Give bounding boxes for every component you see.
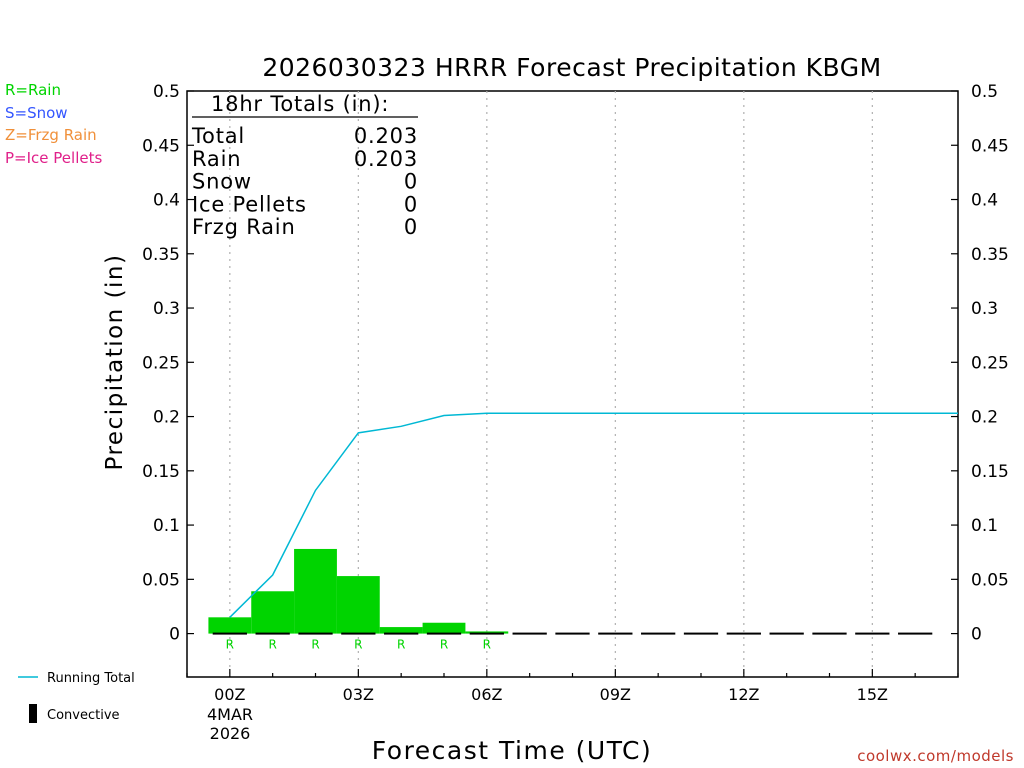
y-tick-label-left: 0.45 <box>142 136 180 156</box>
y-tick-label-right: 0.45 <box>971 136 1009 156</box>
y-tick-label-right: 0.2 <box>971 408 998 428</box>
convective-bar <box>726 632 761 635</box>
ptype-marker: R <box>268 638 276 652</box>
y-tick-label-left: 0.15 <box>142 462 180 482</box>
y-axis-right: 0 0.05 0.1 0.15 0.2 0.25 0.3 0.35 0.4 0.45 0.5 <box>951 82 1009 645</box>
x-axis-label: Forecast Time (UTC) <box>372 736 652 765</box>
precip-bar <box>208 617 252 634</box>
y-tick-label-left: 0.35 <box>142 245 180 265</box>
legend-convective: Convective <box>47 708 120 723</box>
x-tick-label: 00Z <box>214 685 245 704</box>
running-total <box>229 412 958 618</box>
legend-ice-pellets: P=Ice Pellets <box>5 149 102 167</box>
credit-text: coolwx.com/models <box>857 747 1014 765</box>
convective-bar <box>683 632 719 635</box>
y-tick-label-right: 0 <box>971 625 982 645</box>
convective-bar <box>641 632 676 635</box>
totals-heading: 18hr Totals (in): <box>211 92 389 116</box>
convective-bar <box>512 632 547 635</box>
legend-snow: S=Snow <box>5 104 68 122</box>
convective-bar <box>898 632 933 635</box>
convective-bar <box>555 632 590 635</box>
totals-box: 18hr Totals (in): Total 0.203 Rain 0.203 Sno… <box>191 92 418 239</box>
ptype-marker: R <box>397 638 405 652</box>
totals-rows: Total 0.203 Rain 0.203 Snow 0 Ice Pellets 0 Frzg… <box>191 124 418 239</box>
totals-row-label: Ice Pellets <box>192 192 307 216</box>
totals-row-label: Total <box>191 124 245 148</box>
x-axis: 00Z 03Z 06Z 09Z 12Z 15Z <box>186 669 959 704</box>
convective-bar <box>255 632 290 635</box>
x-tick-label: 09Z <box>600 685 631 704</box>
y-tick-label-left: 0.5 <box>153 82 180 102</box>
y-tick-label-left: 0.25 <box>142 353 180 373</box>
ptype-marker: R <box>440 638 448 652</box>
y-axis-left: 0 0.05 0.1 0.15 0.2 0.25 0.3 0.35 0.4 0.45 0.5 <box>142 82 194 645</box>
precip-bars <box>208 548 509 634</box>
precip-bar <box>251 591 295 634</box>
y-tick-label-right: 0.15 <box>971 462 1009 482</box>
y-tick-label-right: 0.25 <box>971 353 1009 373</box>
precip-bar <box>294 548 337 634</box>
totals-row-value: 0 <box>404 215 418 239</box>
precip-bar <box>465 631 509 634</box>
y-tick-label-right: 0.1 <box>971 516 998 536</box>
convective-bar <box>341 632 376 635</box>
convective-bar <box>212 632 247 635</box>
convective-bar <box>384 632 419 635</box>
totals-row-label: Snow <box>192 170 252 194</box>
convective-bar <box>769 632 804 635</box>
totals-row-label: Rain <box>192 147 241 171</box>
chart-title: 2026030323 HRRR Forecast Precipitation K… <box>262 53 881 82</box>
y-tick-label-left: 0.1 <box>153 516 180 536</box>
precip-bar <box>336 576 380 634</box>
totals-row-value: 0 <box>404 170 418 194</box>
convective-bar <box>598 632 633 635</box>
y-axis-label: Precipitation (in) <box>102 254 128 471</box>
y-tick-label-right: 0.5 <box>971 82 998 102</box>
legend-convective-swatch <box>29 704 37 723</box>
ptype-legend: R=Rain S=Snow Z=Frzg Rain P=Ice Pellets <box>5 81 102 167</box>
x-tick-label: 15Z <box>857 685 888 704</box>
ptype-marker: R <box>311 638 319 652</box>
date-label-year: 2026 <box>210 724 251 743</box>
legend-running-total: Running Total <box>47 671 135 686</box>
running-total-line <box>229 412 958 618</box>
legend-rain: R=Rain <box>5 81 61 99</box>
ptype-marker: R <box>226 638 234 652</box>
y-tick-label-left: 0.2 <box>153 408 180 428</box>
totals-row-value: 0.203 <box>354 147 418 171</box>
y-tick-label-right: 0.35 <box>971 245 1009 265</box>
ptype-marker: R <box>354 638 362 652</box>
convective-bar <box>855 632 890 635</box>
y-tick-label-left: 0.4 <box>153 191 180 211</box>
totals-row-label: Frzg Rain <box>192 215 296 239</box>
convective-bar <box>426 632 462 635</box>
convective-bar <box>469 632 504 635</box>
x-tick-label: 06Z <box>471 685 502 704</box>
y-tick-label-left: 0.3 <box>153 299 180 319</box>
y-tick-label-right: 0.4 <box>971 191 998 211</box>
totals-row-value: 0.203 <box>354 124 418 148</box>
totals-row-value: 0 <box>404 192 418 216</box>
y-tick-label-right: 0.3 <box>971 299 998 319</box>
legend-frzg-rain: Z=Frzg Rain <box>5 126 97 144</box>
precip-bar <box>422 622 466 634</box>
date-label-month: 4MAR <box>207 705 253 724</box>
convective-bars <box>212 632 933 635</box>
x-tick-label: 12Z <box>728 685 759 704</box>
convective-bar <box>298 632 333 635</box>
ptype-marker: R <box>483 638 491 652</box>
x-tick-label: 03Z <box>343 685 374 704</box>
y-tick-label-left: 0 <box>169 625 180 645</box>
convective-bar <box>812 632 847 635</box>
y-tick-label-left: 0.05 <box>142 570 180 590</box>
line-legend: Running Total Convective <box>18 671 135 723</box>
precip-bar <box>379 627 423 634</box>
y-tick-label-right: 0.05 <box>971 570 1009 590</box>
